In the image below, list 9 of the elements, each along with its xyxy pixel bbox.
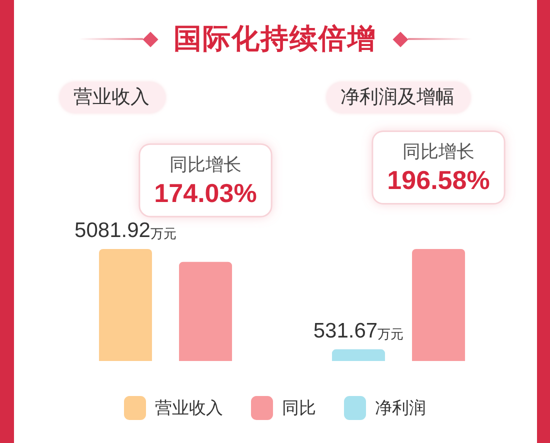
- legend-label: 净利润: [375, 398, 426, 418]
- data-label: 531.67万元: [313, 319, 404, 342]
- chart-title: 国际化持续倍增: [174, 22, 376, 56]
- legend-label: 营业收入: [155, 398, 223, 418]
- legend-label: 同比: [282, 398, 316, 418]
- data-label: 5081.92万元: [74, 219, 176, 242]
- data-label: 同比增长 196.58%: [387, 142, 490, 195]
- x-tick-label: 净利润及增幅: [340, 86, 454, 108]
- data-label: 同比增长 174.03%: [154, 154, 257, 208]
